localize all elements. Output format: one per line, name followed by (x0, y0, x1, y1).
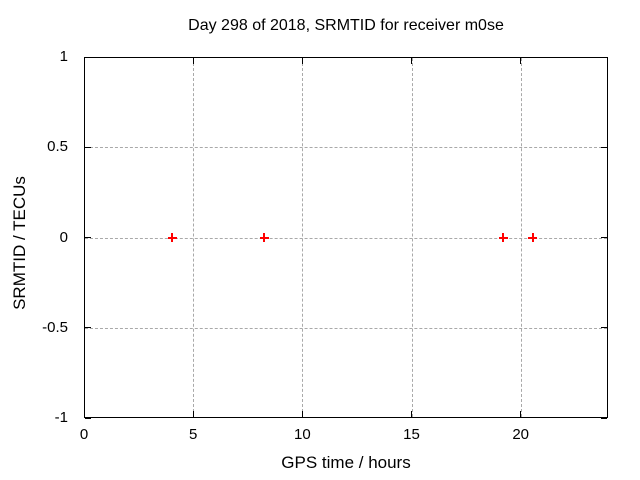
x-tick-mark (83, 58, 85, 64)
chart-title: Day 298 of 2018, SRMTID for receiver m0s… (188, 17, 504, 34)
y-tick-mark (601, 327, 607, 329)
h-gridline (85, 237, 607, 239)
x-tick-mark (301, 411, 303, 417)
y-tick-mark (85, 56, 91, 58)
y-tick-mark (601, 237, 607, 238)
x-tick-label: 0 (79, 426, 89, 443)
x-tick-mark (411, 411, 412, 417)
x-tick-mark (520, 58, 522, 64)
x-tick-label: 10 (293, 426, 311, 443)
data-point-marker (498, 233, 508, 242)
x-tick-mark (192, 58, 194, 64)
y-tick-mark (85, 417, 91, 419)
y-tick-label: 1 (59, 48, 68, 65)
x-tick-label: 15 (403, 426, 420, 443)
y-tick-mark (601, 56, 607, 58)
y-tick-mark (601, 146, 607, 148)
data-point-marker (259, 233, 269, 242)
y-tick-label: 0 (59, 228, 68, 246)
x-tick-label: 20 (512, 426, 529, 443)
y-tick-mark (85, 237, 91, 238)
y-tick-label: 0.5 (47, 138, 68, 156)
y-tick-mark (85, 146, 91, 148)
h-gridline (85, 147, 607, 149)
x-tick-mark (301, 58, 303, 64)
y-tick-label: -0.5 (42, 318, 68, 336)
x-tick-label: 5 (188, 426, 198, 443)
data-point-marker (528, 233, 538, 242)
h-gridline (85, 327, 607, 329)
plot-area (83, 56, 608, 419)
x-tick-mark (192, 411, 194, 417)
y-tick-label: -1 (54, 409, 68, 426)
y-tick-mark (601, 417, 607, 419)
x-tick-mark (520, 411, 522, 417)
data-point-marker (167, 233, 177, 242)
x-tick-mark (411, 58, 412, 64)
x-tick-mark (83, 411, 85, 417)
x-axis-label: GPS time / hours (281, 453, 411, 472)
y-tick-mark (85, 327, 91, 329)
